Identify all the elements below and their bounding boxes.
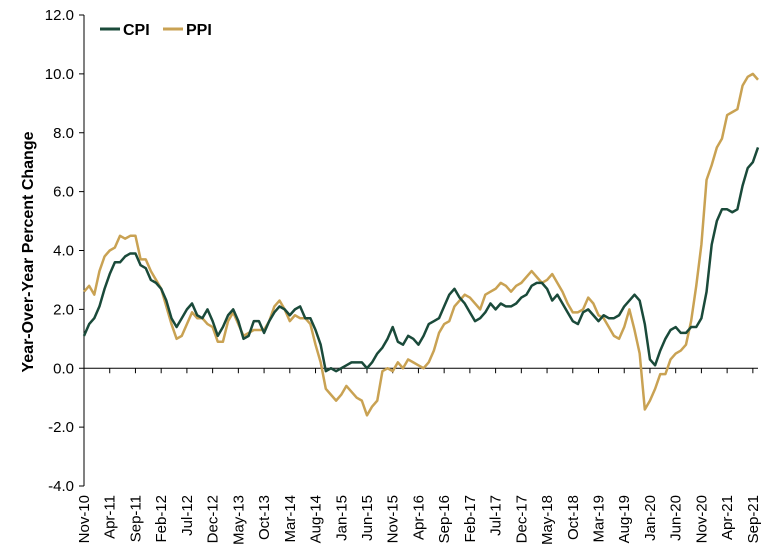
x-tick-label: Feb-12: [153, 495, 170, 543]
x-tick-label: Nov-15: [385, 495, 402, 543]
legend: CPI PPI: [100, 22, 212, 39]
y-tick-label: -2.0: [48, 419, 74, 436]
x-tick-label: Jun-15: [359, 495, 376, 541]
y-axis-ticks: 12.0 10.0 8.0 6.0 4.0 2.0 0.0 -2.0 -4.0: [45, 7, 84, 495]
x-tick-label: Sep-21: [745, 495, 762, 543]
x-tick-label: Aug-19: [616, 495, 633, 543]
y-tick-label: 0.0: [53, 360, 74, 377]
y-axis-label: Year-Over-Year Percent Change: [20, 131, 37, 372]
x-tick-label: May-18: [539, 495, 556, 545]
x-tick-label: Sep-16: [436, 495, 453, 543]
series-line-cpi: [82, 147, 760, 373]
y-tick-label: 10.0: [45, 66, 74, 83]
x-tick-label: Mar-14: [282, 495, 299, 543]
x-tick-label: Feb-17: [462, 495, 479, 543]
y-tick-label: 8.0: [53, 125, 74, 142]
x-tick-label: Dec-17: [513, 495, 530, 543]
x-tick-label: Oct-13: [256, 495, 273, 540]
x-tick-label: Nov-10: [76, 495, 93, 543]
x-tick-label: Jul-12: [179, 495, 196, 536]
y-tick-label: 2.0: [53, 301, 74, 318]
x-tick-label: Dec-12: [205, 495, 222, 543]
legend-label-ppi: PPI: [186, 22, 212, 39]
y-tick-label: 4.0: [53, 243, 74, 260]
x-axis-ticks: Nov-10 Apr-11 Sep-11 Feb-12 Jul-12 Dec-12 May-…: [76, 368, 762, 545]
legend-label-cpi: CPI: [123, 22, 150, 39]
x-tick-label: Jul-17: [488, 495, 505, 536]
x-tick-label: Jun-20: [668, 495, 685, 541]
x-tick-label: Jan-20: [642, 495, 659, 541]
x-tick-label: Apr-11: [102, 495, 119, 539]
x-tick-label: Apr-16: [410, 495, 427, 540]
x-tick-label: Jan-15: [333, 495, 350, 541]
x-tick-label: Aug-14: [308, 495, 325, 543]
series-line-ppi: [83, 72, 759, 417]
x-tick-label: Oct-18: [565, 495, 582, 540]
x-tick-label: Nov-20: [693, 495, 710, 543]
x-tick-label: Mar-19: [591, 495, 608, 543]
y-tick-label: 12.0: [45, 7, 74, 24]
x-tick-label: Apr-21: [719, 495, 736, 540]
x-tick-label: May-13: [230, 495, 247, 545]
x-tick-label: Sep-11: [127, 495, 144, 542]
y-tick-label: -4.0: [48, 478, 74, 495]
y-tick-label: 6.0: [53, 184, 74, 201]
series-lines: [82, 72, 760, 417]
